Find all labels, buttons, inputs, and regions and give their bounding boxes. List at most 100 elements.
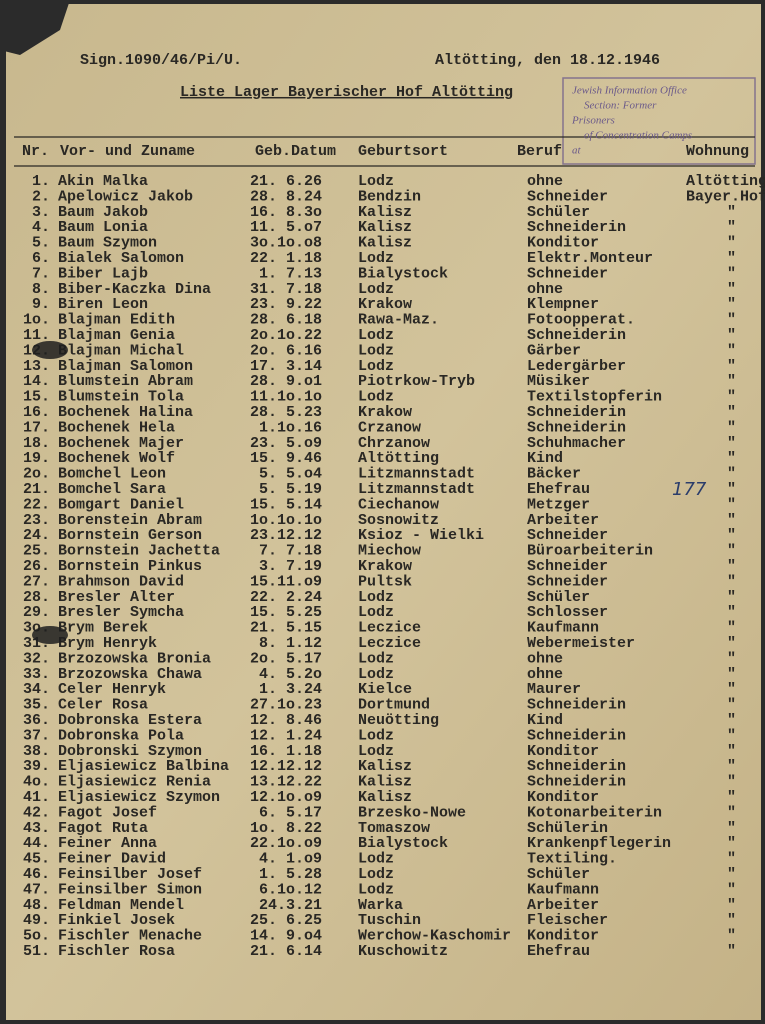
birthplace: Dortmund	[358, 697, 430, 714]
birth-date: 15.11.o9	[250, 573, 322, 590]
birth-date: 21. 6.26	[250, 173, 322, 190]
birthplace: Kielce	[358, 681, 412, 698]
profession: Schneiderin	[527, 419, 626, 436]
profession: Konditor	[527, 743, 599, 760]
birthplace: Bialystock	[358, 265, 448, 282]
full-name: Baum Jakob	[58, 204, 148, 221]
profession: Ehefrau	[527, 943, 590, 960]
residence: "	[727, 804, 736, 821]
full-name: Eljasiewicz Szymon	[58, 789, 220, 806]
birthplace: Lodz	[358, 281, 394, 298]
residence: "	[727, 373, 736, 390]
row-number: 6.	[32, 250, 50, 267]
full-name: Celer Rosa	[58, 697, 148, 714]
full-name: Bresler Alter	[58, 589, 175, 606]
row-number: 14.	[23, 373, 50, 390]
birth-date: 3o.1o.o8	[250, 235, 322, 252]
birthplace: Bialystock	[358, 835, 448, 852]
birthplace: Lodz	[358, 250, 394, 267]
residence: "	[727, 712, 736, 729]
full-name: Fischler Menache	[58, 928, 202, 945]
residence: "	[727, 496, 736, 513]
birthplace: Ksioz - Wielki	[358, 527, 484, 544]
birthplace: Lodz	[358, 866, 394, 883]
full-name: Bialek Salomon	[58, 250, 184, 267]
column-header: Wohnung	[686, 143, 749, 160]
residence: "	[727, 897, 736, 914]
birthplace: Litzmannstadt	[358, 466, 475, 483]
profession: Schneiderin	[527, 327, 626, 344]
residence: "	[727, 866, 736, 883]
birthplace: Crzanow	[358, 419, 421, 436]
birthplace: Lodz	[358, 743, 394, 760]
profession: ohne	[527, 281, 563, 298]
profession: Ledergärber	[527, 358, 626, 375]
birthplace: Chrzanow	[358, 435, 430, 452]
birth-date: 1o.1o.1o	[250, 512, 322, 529]
row-number: 29.	[23, 604, 50, 621]
birthplace: Sosnowitz	[358, 512, 439, 529]
row-number: 15.	[23, 389, 50, 406]
row-number: 1.	[32, 173, 50, 190]
birthplace: Lodz	[358, 389, 394, 406]
row-number: 37.	[23, 727, 50, 744]
full-name: Fagot Ruta	[58, 820, 148, 837]
profession: Schülerin	[527, 820, 608, 837]
row-number: 3.	[32, 204, 50, 221]
birth-date: 23. 5.o9	[250, 435, 322, 452]
birthplace: Leczice	[358, 620, 421, 637]
row-number: 25.	[23, 543, 50, 560]
full-name: Biber Lajb	[58, 265, 148, 282]
residence: "	[727, 589, 736, 606]
column-header: Geburtsort	[358, 143, 448, 160]
residence: "	[727, 466, 736, 483]
full-name: Akin Malka	[58, 173, 148, 190]
birth-date: 28. 8.24	[250, 188, 322, 205]
residence: "	[727, 235, 736, 252]
row-number: 34.	[23, 681, 50, 698]
birth-date: 11.1o.1o	[250, 389, 322, 406]
ink-blot	[32, 341, 68, 359]
residence: "	[727, 928, 736, 945]
birthplace: Warka	[358, 897, 403, 914]
row-number: 32.	[23, 650, 50, 667]
full-name: Finkiel Josek	[58, 912, 175, 929]
row-number: 19.	[23, 450, 50, 467]
row-number: 4o.	[23, 774, 50, 791]
residence: "	[727, 835, 736, 852]
full-name: Bornstein Gerson	[58, 527, 202, 544]
row-number: 9.	[32, 296, 50, 313]
column-header: Geb.Datum	[255, 143, 336, 160]
handwritten-note: 177	[672, 479, 707, 500]
birth-date: 22.1o.o9	[250, 835, 322, 852]
row-number: 38.	[23, 743, 50, 760]
profession: Kind	[527, 450, 563, 467]
row-number: 4.	[32, 219, 50, 236]
birth-date: 21. 6.14	[250, 943, 322, 960]
profession: Maurer	[527, 681, 581, 698]
birth-date: 21. 5.15	[250, 620, 322, 637]
profession: Schneiderin	[527, 774, 626, 791]
row-number: 2.	[32, 188, 50, 205]
birth-date: 28. 9.o1	[250, 373, 322, 390]
full-name: Bornstein Pinkus	[58, 558, 202, 575]
place-date: Altötting, den 18.12.1946	[435, 52, 660, 69]
birthplace: Litzmannstadt	[358, 481, 475, 498]
residence: "	[727, 389, 736, 406]
row-number: 36.	[23, 712, 50, 729]
full-name: Baum Szymon	[58, 235, 157, 252]
birthplace: Lodz	[358, 589, 394, 606]
row-number: 2o.	[23, 466, 50, 483]
row-number: 33.	[23, 666, 50, 683]
profession: Kaufmann	[527, 620, 599, 637]
row-number: 39.	[23, 758, 50, 775]
birth-date: 23. 9.22	[250, 296, 322, 313]
profession: Kind	[527, 712, 563, 729]
profession: Bäcker	[527, 466, 581, 483]
residence: "	[727, 296, 736, 313]
full-name: Celer Henryk	[58, 681, 166, 698]
birth-date: 5. 5.19	[259, 481, 322, 498]
residence: "	[727, 681, 736, 698]
profession: Schneider	[527, 188, 608, 205]
residence: "	[727, 943, 736, 960]
